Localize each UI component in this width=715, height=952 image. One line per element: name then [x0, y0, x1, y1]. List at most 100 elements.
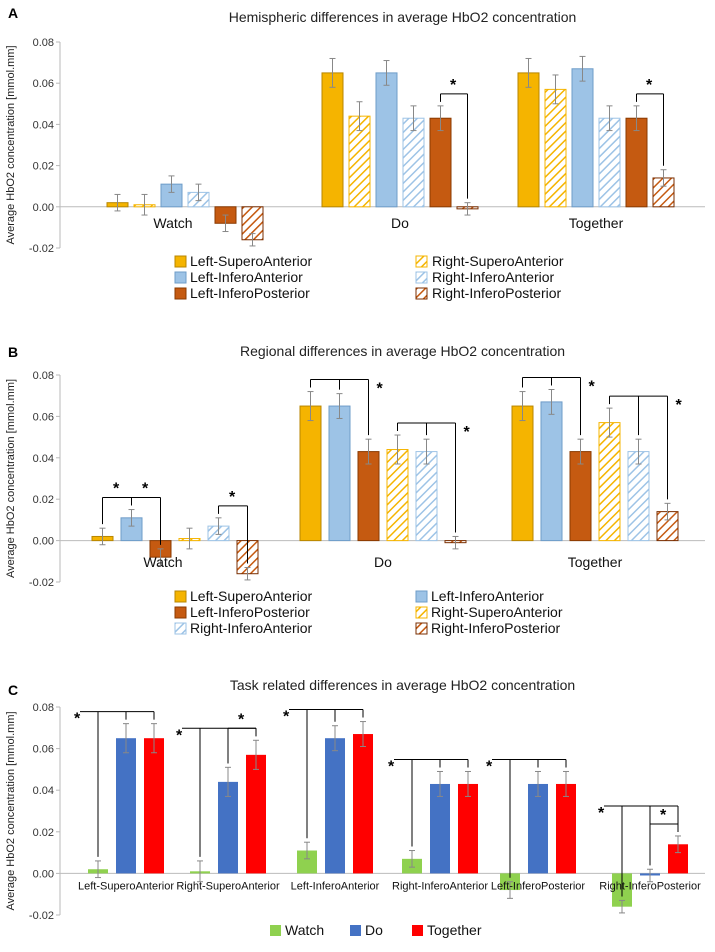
- y-axis-label: Average HbO2 concentration [mmol.mm]: [5, 379, 17, 578]
- y-tick-label: -0.02: [29, 910, 54, 922]
- legend-swatch: [174, 590, 187, 603]
- significance-star: *: [450, 77, 457, 94]
- y-tick-label: -0.02: [29, 243, 54, 255]
- legend-label: Left-InferoPosterior: [190, 604, 310, 620]
- category-label: Right-InferoAnterior: [392, 880, 488, 892]
- legend-swatch: [270, 925, 281, 936]
- significance-star: *: [142, 481, 149, 498]
- legend-label: Right-InferoAnterior: [432, 269, 555, 285]
- significance-star: *: [464, 424, 471, 441]
- category-label: Do: [374, 554, 392, 570]
- bar: [458, 783, 478, 874]
- y-tick-label: 0.06: [33, 78, 54, 90]
- chart-panel-a: Hemispheric differences in average HbO2 …: [5, 9, 705, 301]
- bar: [598, 422, 621, 542]
- y-axis-label: Average HbO2 concentration [mmol.mm]: [5, 711, 17, 910]
- y-axis-label: Average HbO2 concentration [mmol.mm]: [5, 45, 17, 244]
- bar: [325, 738, 345, 874]
- y-tick-label: 0.08: [33, 370, 54, 382]
- bar: [429, 117, 452, 208]
- y-tick-label: 0.00: [33, 202, 54, 214]
- bar: [528, 783, 548, 874]
- bar: [144, 738, 164, 874]
- bar: [375, 72, 398, 208]
- legend-label: Left-InferoAnterior: [190, 269, 303, 285]
- legend-swatch: [415, 606, 428, 619]
- category-label: Watch: [143, 554, 182, 570]
- y-tick-label: 0.08: [33, 37, 54, 49]
- legend: Left-SuperoAnteriorLeft-InferoAnteriorLe…: [174, 253, 564, 301]
- significance-star: *: [660, 807, 667, 824]
- legend-swatch: [174, 271, 187, 284]
- bar: [299, 405, 322, 542]
- chart-title: Regional differences in average HbO2 con…: [240, 343, 565, 359]
- legend-label: Do: [365, 922, 383, 938]
- legend-swatch: [174, 622, 187, 635]
- legend-label: Left-SuperoAnterior: [190, 253, 313, 269]
- bar: [353, 734, 373, 874]
- legend-label: Together: [427, 922, 482, 938]
- bar: [246, 754, 266, 874]
- bar: [297, 850, 317, 874]
- bar: [569, 451, 592, 542]
- legend-swatch: [415, 622, 428, 635]
- bar: [517, 72, 540, 208]
- significance-star: *: [388, 758, 395, 775]
- category-label: Watch: [153, 215, 192, 231]
- legend-swatch: [415, 590, 428, 603]
- y-tick-label: 0.02: [33, 827, 54, 839]
- category-label: Left-InferoAnterior: [291, 880, 380, 892]
- y-tick-label: 0.00: [33, 868, 54, 880]
- y-tick-label: 0.02: [33, 161, 54, 173]
- legend-swatch: [174, 606, 187, 619]
- legend-label: Left-InferoAnterior: [431, 588, 544, 604]
- legend-label: Right-InferoPosterior: [432, 285, 562, 301]
- bar: [556, 783, 576, 874]
- panel-label-a: A: [8, 5, 18, 21]
- y-tick-label: 0.06: [33, 744, 54, 756]
- significance-star: *: [176, 727, 183, 744]
- y-tick-label: 0.04: [33, 453, 54, 465]
- legend-swatch: [174, 287, 187, 300]
- legend: Watch Do Together: [270, 922, 482, 938]
- category-label: Together: [569, 215, 624, 231]
- legend-swatch: [350, 925, 361, 936]
- legend-swatch: [415, 271, 428, 284]
- bar: [625, 117, 648, 208]
- category-label: Together: [568, 554, 623, 570]
- bar: [218, 781, 238, 874]
- bar: [540, 401, 563, 542]
- legend-swatch: [174, 255, 187, 268]
- chart-panel-c: Task related differences in average HbO2…: [5, 677, 705, 938]
- legend-label: Right-SuperoAnterior: [432, 253, 564, 269]
- legend-label: Right-InferoPosterior: [431, 620, 561, 636]
- significance-star: *: [589, 378, 596, 395]
- legend-label: Left-SuperoAnterior: [190, 588, 313, 604]
- legend-label: Watch: [285, 922, 324, 938]
- legend-swatch: [412, 925, 423, 936]
- category-label: Right-InferoPosterior: [599, 880, 701, 892]
- bar: [571, 68, 594, 208]
- bar: [511, 405, 534, 542]
- legend-label: Left-InferoPosterior: [190, 285, 310, 301]
- category-label: Do: [391, 215, 409, 231]
- y-tick-label: -0.02: [29, 577, 54, 589]
- y-tick-label: 0.08: [33, 702, 54, 714]
- bar: [402, 117, 425, 208]
- significance-star: *: [377, 381, 384, 398]
- y-tick-label: 0.06: [33, 411, 54, 423]
- bar: [544, 88, 567, 208]
- bar: [627, 451, 650, 542]
- significance-star: *: [283, 709, 290, 726]
- category-label: Left-SuperoAnterior: [78, 880, 174, 892]
- bar: [430, 783, 450, 874]
- legend-label: Right-SuperoAnterior: [431, 604, 563, 620]
- y-tick-label: 0.04: [33, 119, 54, 131]
- y-tick-label: 0.04: [33, 785, 54, 797]
- bar: [598, 117, 621, 208]
- legend-label: Right-InferoAnterior: [190, 620, 313, 636]
- legend: Left-SuperoAnterior Left-InferoAnterior Le…: [174, 588, 563, 636]
- bar: [321, 72, 344, 208]
- significance-star: *: [229, 489, 236, 506]
